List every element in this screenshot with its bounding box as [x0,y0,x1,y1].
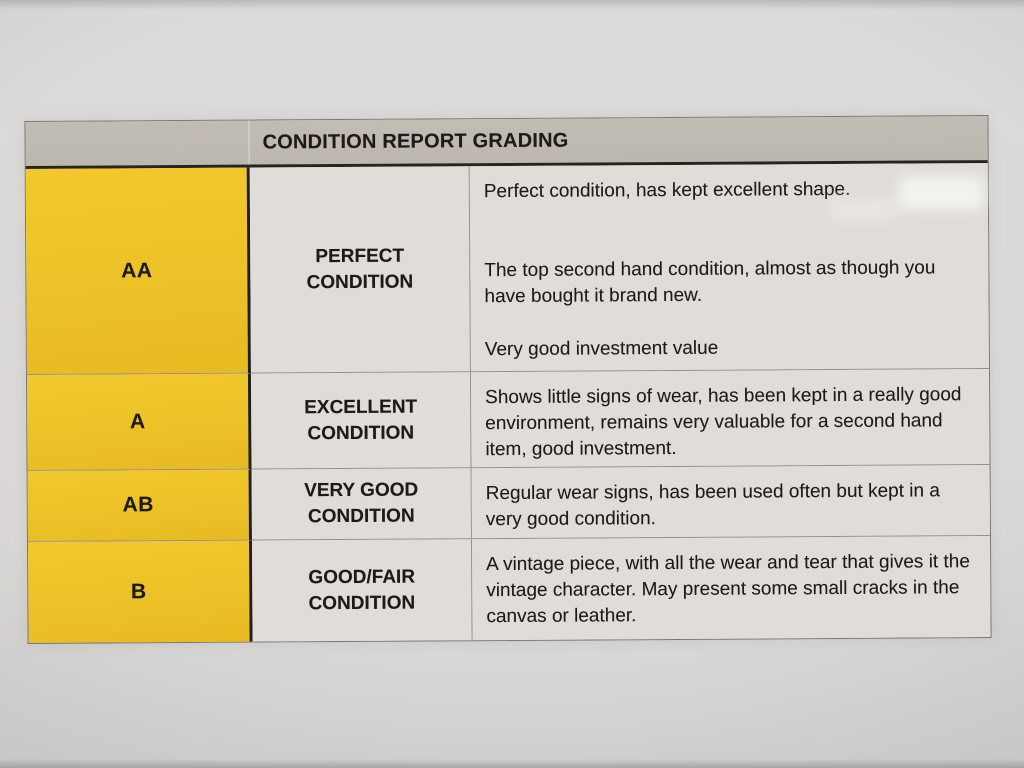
condition-label-text: GOOD/FAIR CONDITION [308,566,416,614]
condition-label-cell-perfect: PERFECT CONDITION [249,166,471,374]
condition-label-cell-good-fair: GOOD/FAIR CONDITION [251,539,473,642]
grade-cell-b: B [27,540,253,643]
header-empty-cell [25,120,250,166]
condition-label-cell-very-good: VERY GOOD CONDITION [251,468,472,541]
description-cell-aa: Perfect condition, has kept excellent sh… [469,163,989,373]
condition-grading-table: CONDITION REPORT GRADING AA PERFECT COND… [24,115,992,644]
condition-label-cell-excellent: EXCELLENT CONDITION [250,372,472,470]
condition-label-text: EXCELLENT CONDITION [304,396,418,444]
description-cell-ab: Regular wear signs, has been used often … [471,465,990,540]
description-paragraph: Shows little signs of wear, has been kep… [485,384,962,461]
description-cell-a: Shows little signs of wear, has been kep… [470,369,990,469]
grade-cell-aa: AA [25,167,251,375]
description-paragraph: Perfect condition, has kept excellent sh… [483,178,851,203]
table-header-row: CONDITION REPORT GRADING [25,116,988,169]
table-title: CONDITION REPORT GRADING [262,129,569,154]
table-body: AA PERFECT CONDITION Perfect condition, … [25,163,991,643]
condition-label-text: PERFECT CONDITION [306,245,414,293]
description-paragraph: Regular wear signs, has been used often … [485,480,940,531]
description-paragraph: Very good investment value [484,337,719,361]
description-paragraph: The top second hand condition, almost as… [484,257,936,308]
condition-label-text: VERY GOOD CONDITION [304,479,419,528]
description-cell-b: A vintage piece, with all the wear and t… [471,536,991,641]
grade-cell-ab: AB [27,469,252,542]
grade-cell-a: A [26,373,252,471]
description-paragraph: A vintage piece, with all the wear and t… [486,551,970,628]
